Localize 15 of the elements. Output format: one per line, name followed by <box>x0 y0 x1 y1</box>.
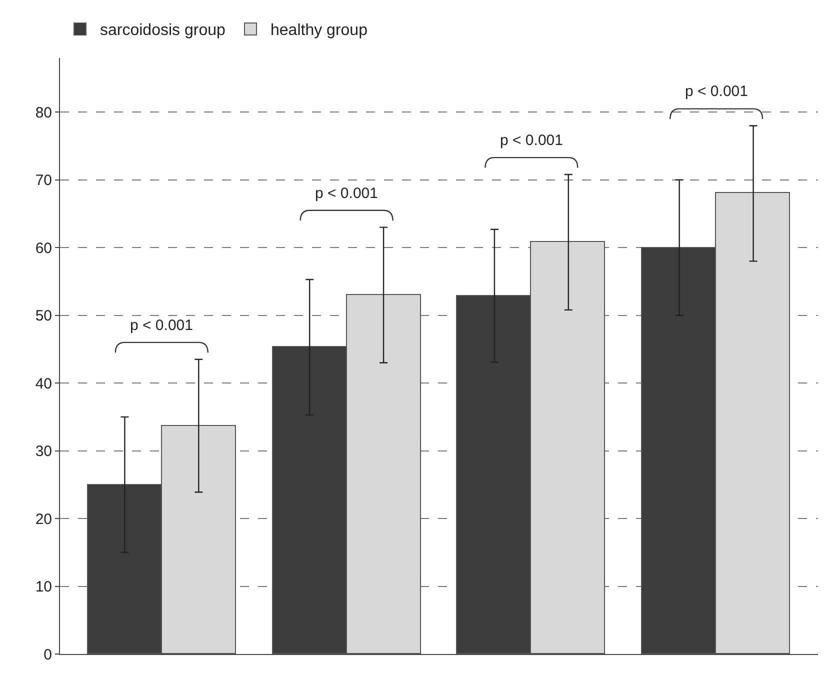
annotation: p < 0.001 <box>500 132 563 149</box>
y-tick-label: 50 <box>35 308 52 325</box>
annotation: p < 0.001 <box>315 185 378 202</box>
annotation: p < 0.001 <box>130 317 193 334</box>
legend-label: healthy group <box>270 22 368 40</box>
y-tick-label: 70 <box>35 172 52 190</box>
y-tick-label: 30 <box>35 443 52 460</box>
annotation: p < 0.001 <box>685 83 748 100</box>
y-tick-label: 80 <box>35 104 52 122</box>
y-tick-label: 40 <box>35 375 52 392</box>
legend-label: sarcoidosis group <box>100 22 226 40</box>
y-tick-label: 20 <box>35 510 52 528</box>
y-tick-label: 60 <box>35 240 52 257</box>
y-tick-label: 10 <box>35 578 52 596</box>
y-tick-label: 0 <box>44 646 52 664</box>
